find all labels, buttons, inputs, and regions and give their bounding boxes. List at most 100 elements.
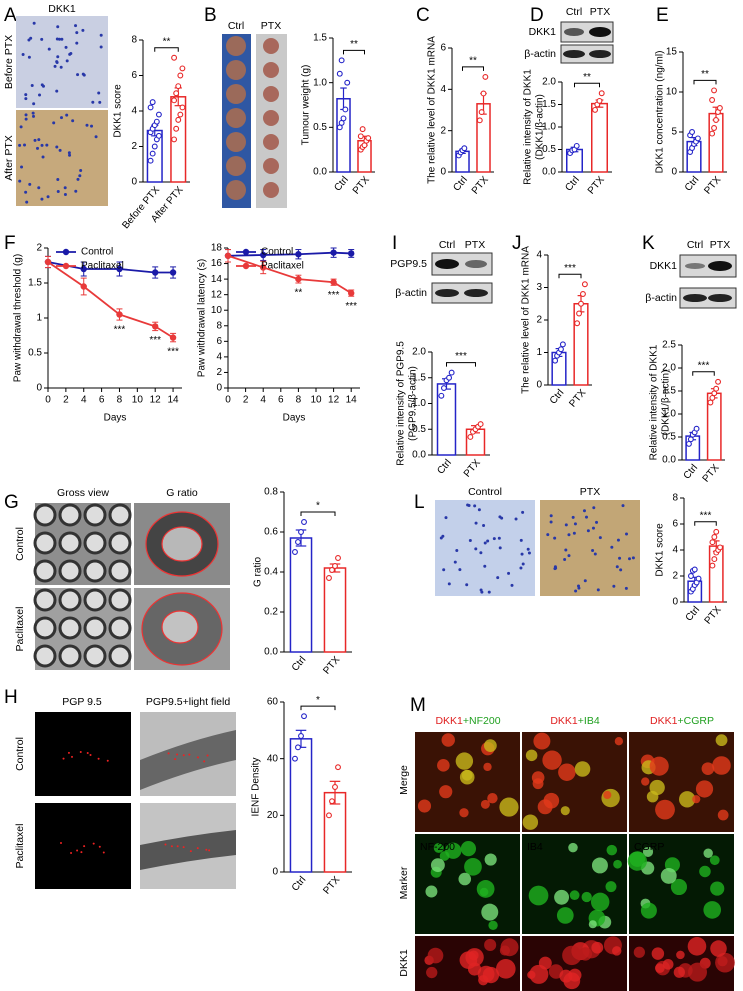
nucleus <box>20 165 24 169</box>
fluorescence-image <box>35 712 131 796</box>
y-tick-label: 2 <box>36 243 42 254</box>
data-point <box>711 556 718 563</box>
cell <box>679 791 696 808</box>
data-point <box>578 300 584 307</box>
data-point <box>689 129 696 135</box>
significance-label: *** <box>564 263 576 274</box>
cell <box>458 872 472 886</box>
nucleus <box>520 552 524 556</box>
cell <box>481 903 499 921</box>
cell <box>673 966 685 978</box>
significance-label: ** <box>163 36 171 47</box>
nucleus <box>56 55 60 59</box>
cell <box>569 890 580 901</box>
axon <box>108 588 132 612</box>
cell <box>499 945 511 956</box>
cell <box>425 885 438 898</box>
cell <box>484 938 497 952</box>
nucleus <box>24 97 28 101</box>
fiber <box>70 851 73 854</box>
cell <box>533 732 551 750</box>
x-axis-label: Days <box>283 413 306 424</box>
nucleus <box>68 153 72 157</box>
row-label: β-actin <box>524 48 556 60</box>
nucleus <box>63 193 67 197</box>
fiber <box>62 757 65 760</box>
nucleus <box>90 124 94 128</box>
y-tick-label: 0.0 <box>412 450 426 461</box>
cell <box>655 799 675 820</box>
y-tick-label: 0.5 <box>662 432 676 443</box>
y-tick-label: 10 <box>211 305 223 316</box>
axon <box>108 503 132 527</box>
nucleus <box>56 177 60 181</box>
row-label: Control <box>14 527 26 561</box>
label-part: DKK1 <box>550 715 578 727</box>
nucleus <box>18 179 22 183</box>
x-tick-label: 2 <box>243 395 249 406</box>
cell <box>633 946 645 958</box>
axon <box>108 644 132 668</box>
nucleus <box>56 25 60 29</box>
cell <box>439 785 453 799</box>
y-tick-label: 0.5 <box>542 144 556 155</box>
data-point <box>152 323 159 330</box>
cell <box>703 901 722 919</box>
y-axis-label: (DKK1/β-actin) <box>661 370 672 436</box>
fiber <box>196 847 199 850</box>
data-point <box>467 434 474 440</box>
x-tick-label: 6 <box>278 395 284 406</box>
panel-letter: A <box>4 5 17 26</box>
nucleus <box>492 537 496 541</box>
y-tick-label: 1 <box>536 347 542 358</box>
band <box>464 289 488 297</box>
significance-bracket <box>558 273 582 279</box>
data-point <box>173 90 180 97</box>
cell <box>662 958 674 970</box>
y-tick-label: 1.5 <box>28 278 42 289</box>
data-point <box>260 264 267 271</box>
y-tick-label: 20 <box>267 810 279 821</box>
cell <box>529 964 549 984</box>
nucleus <box>40 37 44 41</box>
nucleus <box>458 568 462 572</box>
data-point <box>711 534 718 540</box>
legend-marker <box>62 248 70 256</box>
y-tick-label: 0 <box>672 597 678 608</box>
data-point <box>295 744 301 751</box>
column-label: PTX <box>710 239 730 251</box>
y-tick-label: 14 <box>211 274 223 285</box>
nucleus <box>483 564 487 568</box>
g-ratio-outline <box>161 526 203 562</box>
nucleus <box>596 588 600 592</box>
panel-letter: H <box>4 687 18 708</box>
nucleus <box>63 186 67 190</box>
ihc-image <box>16 110 108 206</box>
cell <box>480 799 490 809</box>
y-tick-label: 4 <box>440 84 446 95</box>
axon <box>58 531 82 555</box>
significance-label: *** <box>328 290 340 301</box>
y-tick-label: 1.5 <box>313 33 327 44</box>
cell <box>715 734 728 747</box>
significance-bracket <box>692 371 715 376</box>
x-tick-label: 14 <box>168 395 180 406</box>
cell <box>717 809 729 821</box>
data-point <box>301 713 307 720</box>
data-point <box>711 125 718 131</box>
fiber <box>83 845 86 848</box>
band <box>589 27 611 37</box>
nucleus <box>514 517 518 521</box>
legend-marker <box>62 262 70 270</box>
data-point <box>175 83 182 90</box>
data-point <box>709 539 716 546</box>
y-tick-label: 0.0 <box>313 167 327 178</box>
data-point <box>329 567 335 573</box>
panel-letter: E <box>656 5 669 26</box>
data-point <box>596 97 603 104</box>
nucleus <box>577 584 581 588</box>
y-tick-label: 0.8 <box>264 487 278 498</box>
panel-letter: D <box>530 5 544 26</box>
axon <box>108 616 132 640</box>
data-point <box>711 87 718 94</box>
